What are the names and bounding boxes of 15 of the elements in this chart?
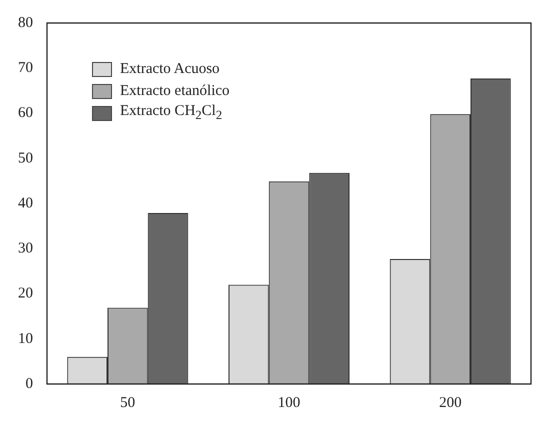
y-tick-label: 30 [18, 240, 33, 257]
legend-label: Extracto etanólico [120, 82, 230, 100]
x-tick-label: 200 [439, 394, 462, 411]
y-tick-label: 20 [18, 286, 33, 302]
y-tick-label: 40 [18, 195, 33, 212]
y-tick-label: 70 [18, 60, 33, 76]
legend-label: Extracto CH$_{2}$Cl$_{2}$ [120, 103, 222, 123]
y-tick-label: 0 [26, 376, 33, 392]
x-tick-label: 50 [120, 394, 136, 411]
y-tick-label: 50 [18, 150, 33, 166]
y-tick-label: 10 [18, 330, 33, 347]
x-tick-label: 100 [278, 394, 300, 411]
y-tick-label: 60 [18, 105, 33, 122]
legend-label: Extracto Acuoso [120, 60, 220, 78]
y-tick-label: 80 [18, 14, 33, 31]
